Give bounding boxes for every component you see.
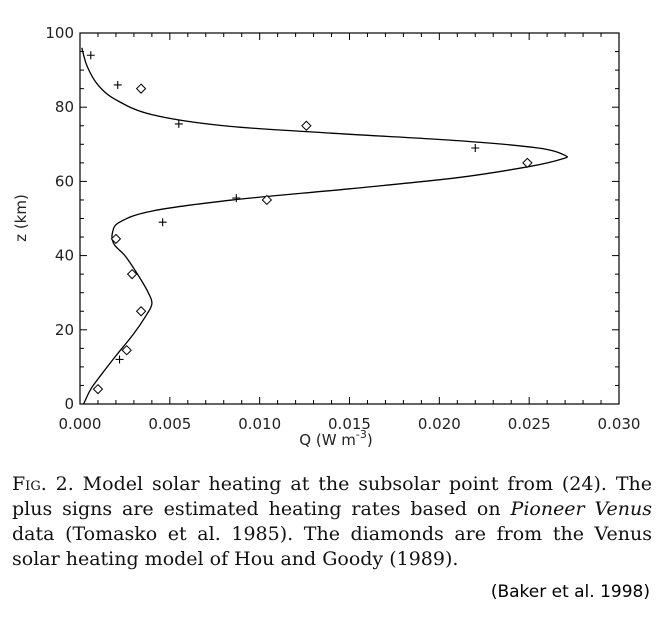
caption-fig-label: Fig. [12, 473, 47, 495]
diamond-series [92, 83, 533, 395]
plus-point [86, 51, 95, 60]
caption-lead-text: 2. Model solar heating at the subsolar p… [12, 473, 652, 520]
y-tick-label: 40 [55, 247, 74, 265]
model-curve-line [81, 47, 568, 405]
plus-point [158, 218, 167, 227]
caption-italic-text: Pioneer Venus [510, 498, 652, 520]
x-tick-label: 0.005 [148, 415, 191, 433]
plus-point [174, 119, 183, 128]
x-tick-label: 0.020 [418, 415, 461, 433]
x-axis-title: Q (W m-3) [299, 428, 372, 449]
y-tick-label: 0 [64, 395, 74, 413]
plus-series [86, 51, 480, 364]
x-tick-label: 0.000 [59, 415, 102, 433]
y-tick-label: 20 [55, 321, 74, 339]
y-tick-label: 60 [55, 172, 74, 190]
x-tick-label: 0.015 [328, 415, 371, 433]
citation: (Baker et al. 1998) [490, 582, 650, 602]
y-axis-title: z (km) [12, 194, 30, 242]
y-tick-label: 80 [55, 98, 74, 116]
caption-tail-text: data (Tomasko et al. 1985). The diamonds… [12, 523, 652, 570]
figure-caption: Fig. 2. Model solar heating at the subso… [12, 472, 652, 572]
x-axis: 0.000 0.005 0.010 0.015 0.020 0.025 0.030 [59, 33, 641, 433]
diamond-point [110, 233, 122, 245]
plot-frame [79, 32, 620, 405]
diamond-point [121, 344, 132, 356]
diamond-point [126, 268, 138, 280]
chart: 0.000 0.005 0.010 0.015 0.020 0.025 0.030 0 20 4… [12, 24, 641, 449]
diamond-point [135, 83, 147, 94]
plus-point [232, 194, 241, 203]
y-tick-label: 100 [45, 24, 74, 42]
plus-point [115, 355, 124, 364]
x-tick-label: 0.025 [508, 415, 551, 433]
diamond-point [522, 157, 533, 169]
plus-point [113, 80, 122, 89]
diamond-point [301, 120, 312, 131]
x-tick-label: 0.030 [598, 415, 641, 433]
diamond-point [135, 306, 147, 317]
diamond-point [92, 383, 104, 395]
y-axis: 0 20 40 60 80 100 [45, 24, 619, 413]
x-tick-label: 0.010 [238, 415, 281, 433]
diamond-point [261, 194, 273, 206]
plus-point [471, 144, 480, 153]
